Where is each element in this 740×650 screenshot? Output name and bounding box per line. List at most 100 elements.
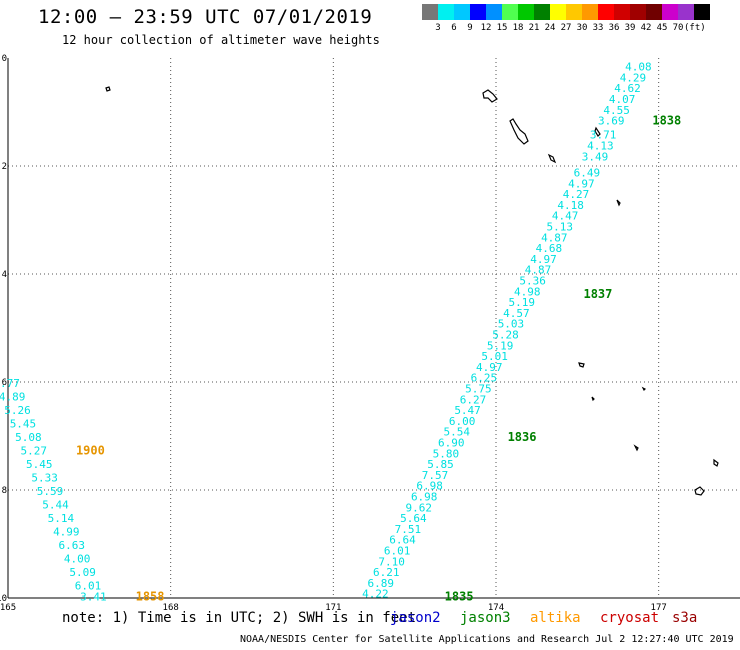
swh-value: 5.03: [498, 318, 525, 331]
swh-value: 7.57: [422, 469, 449, 482]
scale-swatch: [422, 4, 438, 20]
axis-ticks: 165 168 171 174 177 0 -2 -4 -6 -8 -10: [0, 54, 667, 613]
island: [482, 89, 498, 103]
swh-value: 5.27: [21, 445, 48, 458]
legend-cryosat: cryosat: [600, 610, 660, 626]
swh-value: 5.80: [433, 447, 460, 460]
island: [509, 118, 529, 145]
scale-label: 18: [512, 23, 524, 33]
scale-swatch: [470, 4, 486, 20]
swh-value: 4.99: [53, 526, 80, 539]
legend-s3a: s3a: [672, 610, 698, 626]
swh-value: 6.98: [416, 480, 443, 493]
swh-value: 5.36: [519, 274, 546, 287]
swh-value: 6.64: [389, 534, 416, 547]
x-tick-label: 168: [163, 603, 179, 613]
island: [641, 386, 647, 392]
swh-value: 5.33: [31, 472, 58, 485]
swh-value: 4.08: [625, 61, 652, 74]
scale-swatch: [694, 4, 710, 20]
swh-value: 5.54: [443, 426, 470, 439]
swh-value: 4.27: [563, 188, 590, 201]
y-tick-label: 0: [2, 54, 7, 64]
pass-time-label: 1858: [136, 589, 165, 603]
scale-label: 6: [451, 23, 457, 33]
swh-value: 4.55: [603, 104, 630, 117]
swh-value: 5.75: [465, 382, 492, 395]
swh-value: 5.64: [400, 512, 427, 525]
swh-value: 4.13: [587, 139, 614, 152]
swh-value: 4.98: [514, 285, 541, 298]
scale-label: 12: [480, 23, 492, 33]
legend-altika: altika: [530, 610, 581, 626]
scale-label: 15: [496, 23, 508, 33]
scale-swatch: [486, 4, 502, 20]
swh-value: 5.28: [492, 328, 519, 341]
y-tick-label: -6: [0, 378, 7, 388]
island: [633, 444, 639, 452]
swh-value: 4.68: [536, 242, 563, 255]
scale-label: 36: [608, 23, 620, 33]
scale-swatch: [678, 4, 694, 20]
y-tick-label: -2: [0, 162, 7, 172]
pass-time-label: 1836: [508, 430, 537, 444]
swh-value: 6.98: [411, 490, 438, 503]
swh-value: 6.89: [368, 577, 395, 590]
scale-label: 33: [592, 23, 604, 33]
swh-value: 4.22: [362, 588, 389, 601]
scale-label: 3: [435, 23, 441, 33]
swh-value: 4.87: [541, 231, 568, 244]
swh-value: 4.97: [568, 177, 595, 190]
swh-value: 6.49: [574, 166, 601, 179]
legend-jason2: jason2: [390, 610, 441, 626]
scale-label: 45: [656, 23, 668, 33]
map-title: 12:00 – 23:59 UTC 07/01/2019: [38, 6, 373, 28]
swh-value: 5.85: [427, 458, 454, 471]
scale-label: 27: [560, 23, 572, 33]
swh-value: 5.13: [546, 220, 573, 233]
map-grid: [8, 58, 740, 598]
island: [713, 458, 719, 467]
x-tick-label: 171: [325, 603, 341, 613]
scale-label: 30: [576, 23, 588, 33]
swh-value: 4.57: [503, 307, 530, 320]
legend-jason3: jason3: [460, 610, 511, 626]
swh-value: 4.07: [609, 93, 636, 106]
swh-value: 6.01: [384, 544, 411, 557]
islands: [105, 86, 719, 496]
swh-value: 4.77: [0, 377, 20, 390]
swh-value: 6.63: [58, 539, 85, 552]
swh-value: 4.89: [0, 391, 25, 404]
scale-swatch: [534, 4, 550, 20]
x-tick-label: 174: [488, 603, 504, 613]
satellite-tracks: 4.084.294.624.074.553.693.714.133.49 6.49…: [0, 61, 681, 604]
swh-value: 4.62: [614, 82, 641, 95]
swh-value: 6.90: [438, 436, 465, 449]
scale-label: 39: [624, 23, 636, 33]
scale-swatch: [454, 4, 470, 20]
scale-label: 42: [640, 23, 652, 33]
swh-value: 4.97: [530, 253, 557, 266]
scale-swatch: [646, 4, 662, 20]
swh-value: 5.19: [509, 296, 536, 309]
island: [594, 126, 601, 137]
scale-label: (ft): [684, 23, 706, 33]
swh-value: 3.71: [590, 129, 617, 142]
y-tick-label: -8: [0, 486, 7, 496]
map-subtitle: 12 hour collection of altimeter wave hei…: [62, 33, 380, 47]
swh-value: 6.00: [449, 415, 476, 428]
y-tick-label: -4: [0, 270, 7, 280]
swh-value: 4.29: [620, 71, 647, 84]
pass-time-label: 1900: [76, 444, 105, 458]
scale-label: 9: [467, 23, 473, 33]
y-tick-label: -10: [0, 594, 7, 604]
swh-value: 4.00: [64, 553, 91, 566]
scale-swatch: [598, 4, 614, 20]
pass-time-label: 1838: [652, 114, 681, 128]
swh-value: 7.51: [395, 523, 422, 536]
swh-value: 3.69: [598, 115, 625, 128]
swh-value: 5.59: [37, 485, 64, 498]
scale-swatch: [550, 4, 566, 20]
legend-note: note: 1) Time is in UTC; 2) SWH is in fe…: [62, 610, 417, 626]
x-tick-label: 177: [651, 603, 667, 613]
